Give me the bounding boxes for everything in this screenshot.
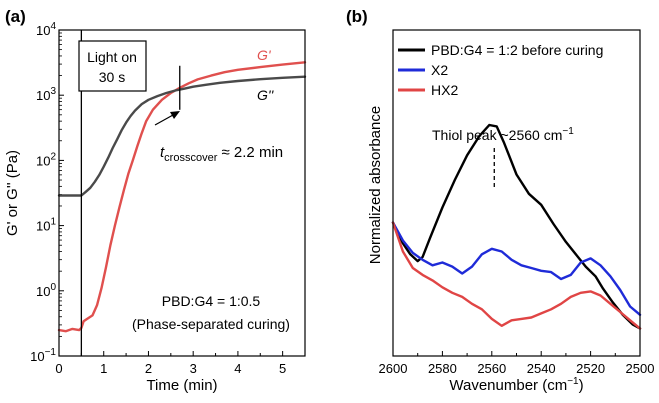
x-tick-label-a: 1 bbox=[100, 361, 107, 376]
y-tick-label-a: 101 bbox=[36, 217, 56, 234]
x-axis-label-a: Time (min) bbox=[146, 377, 217, 394]
ratio-label-a: PBD:G4 = 1:0.5 bbox=[162, 293, 261, 309]
legend-entry-before-curing: PBD:G4 = 1:2 before curing bbox=[431, 42, 603, 58]
crossover-arrow-head bbox=[170, 111, 180, 119]
chart-panel-a: (a) 0 1 2 3 4 5 10−1 100 101 102 103 104 Light on 30… bbox=[4, 7, 307, 394]
hx2-series-line bbox=[391, 221, 642, 330]
x-tick-label-b: 2560 bbox=[477, 361, 506, 376]
y-axis-label-a: G' or G'' (Pa) bbox=[4, 150, 21, 236]
crossover-time-label: tcrosscover ≈ 2.2 min bbox=[160, 144, 283, 164]
y-tick-label-a: 104 bbox=[36, 21, 56, 38]
x-tick-label-a: 2 bbox=[145, 361, 152, 376]
panel-label-a: (a) bbox=[5, 7, 26, 26]
plot-frame-a bbox=[58, 29, 306, 357]
light-on-label: Light on bbox=[87, 49, 137, 65]
light-duration-label: 30 s bbox=[99, 69, 125, 85]
x-tick-label-a: 5 bbox=[279, 361, 286, 376]
x-tick-label-a: 0 bbox=[55, 361, 62, 376]
x-tick-label-b: 2540 bbox=[527, 361, 556, 376]
g-double-prime-label: G'' bbox=[257, 87, 275, 103]
y-tick-label-a: 103 bbox=[36, 86, 56, 103]
y-axis-label-b: Normalized absorbance bbox=[367, 106, 384, 264]
legend-b: PBD:G4 = 1:2 before curing X2 HX2 bbox=[398, 42, 603, 98]
plot-frame-b bbox=[392, 29, 641, 357]
chart-panel-b: (b) 2600 2580 2560 2540 2520 2500 Thiol peak … bbox=[346, 7, 654, 394]
x-tick-label-b: 2600 bbox=[379, 361, 408, 376]
x-tick-label-b: 2520 bbox=[576, 361, 605, 376]
x-tick-label-a: 4 bbox=[234, 361, 241, 376]
light-on-box bbox=[78, 40, 147, 92]
y-tick-label-a: 10−1 bbox=[30, 347, 56, 364]
y-tick-label-a: 100 bbox=[36, 282, 56, 299]
legend-entry-x2: X2 bbox=[431, 62, 448, 78]
crossover-arrow-shaft bbox=[154, 114, 174, 126]
panel-label-b: (b) bbox=[346, 7, 368, 26]
legend-entry-hx2: HX2 bbox=[431, 82, 458, 98]
x-tick-label-b: 2580 bbox=[428, 361, 457, 376]
g-double-prime-series-line bbox=[57, 75, 307, 197]
x2-series-line bbox=[391, 221, 642, 316]
y-tick-label-a: 102 bbox=[36, 151, 56, 168]
x-tick-label-b: 2500 bbox=[626, 361, 655, 376]
g-prime-series-line bbox=[57, 61, 307, 333]
g-prime-label: G' bbox=[257, 47, 272, 63]
x-tick-label-a: 3 bbox=[190, 361, 197, 376]
thiol-peak-label: Thiol peak ~2560 cm−1 bbox=[432, 126, 574, 143]
x-axis-label-b: Wavenumber (cm−1) bbox=[449, 376, 583, 394]
curing-label-a: (Phase-separated curing) bbox=[132, 316, 290, 332]
before-curing-series-line bbox=[391, 123, 642, 330]
